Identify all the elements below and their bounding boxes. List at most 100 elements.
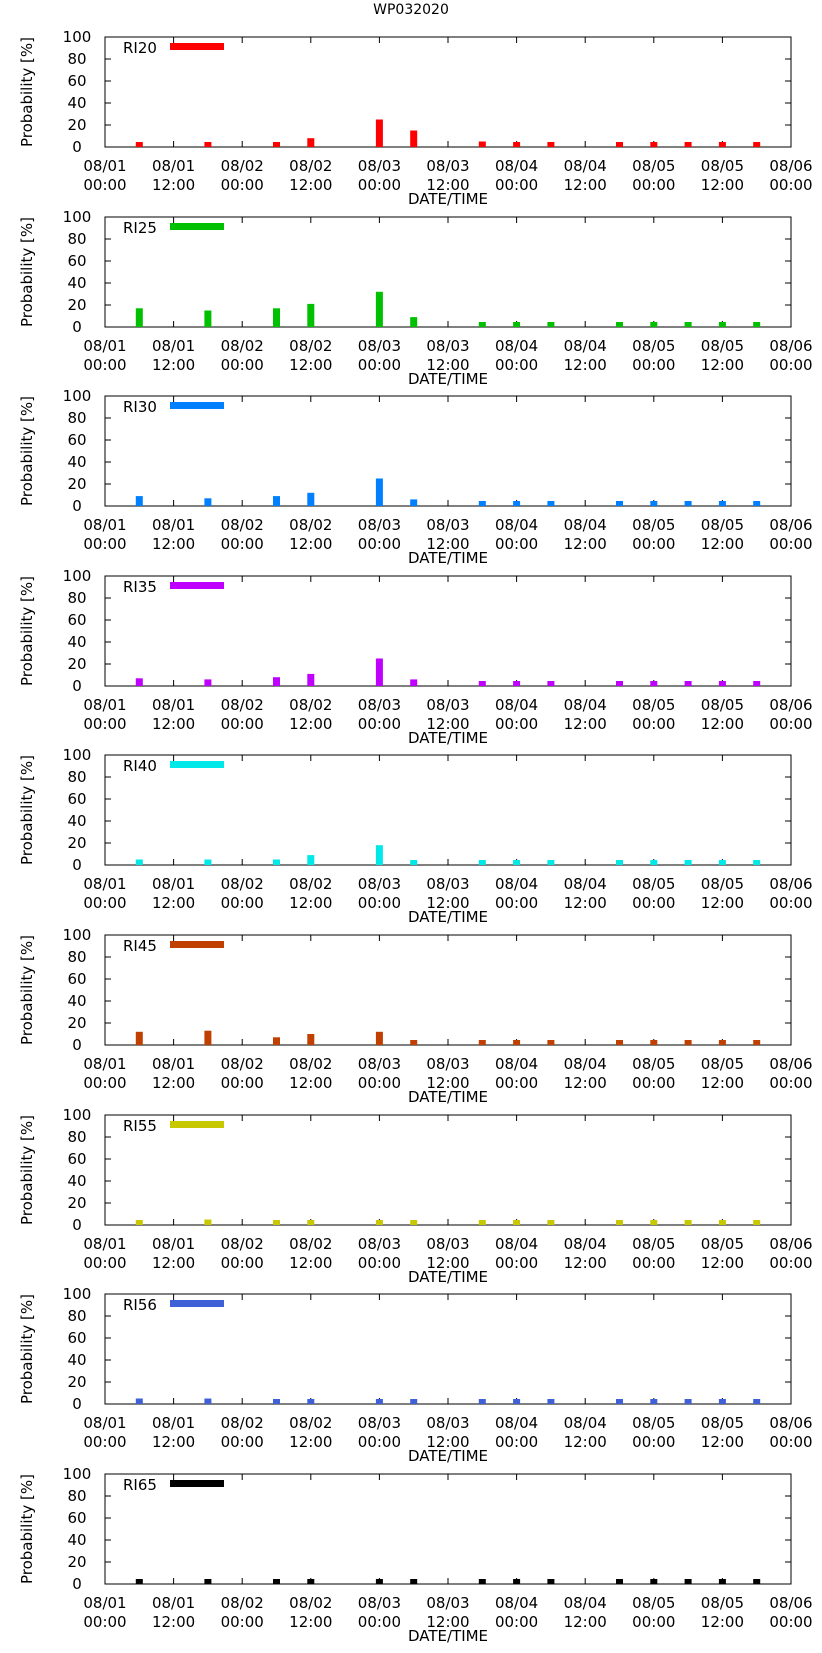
x-tick-label-date: 08/03 [358, 157, 401, 175]
y-tick-label: 80 [67, 768, 86, 786]
x-tick-label-date: 08/04 [564, 875, 607, 893]
x-tick-label-time: 12:00 [564, 1254, 607, 1272]
bar [650, 322, 658, 327]
bar [375, 1031, 383, 1045]
bar [718, 501, 726, 506]
x-tick-label-date: 08/06 [769, 157, 812, 175]
x-tick-label-time: 12:00 [152, 715, 195, 733]
x-tick-label-date: 08/04 [564, 1594, 607, 1612]
bar [410, 130, 418, 147]
x-tick-label-time: 00:00 [83, 1433, 126, 1451]
plot-frame [104, 36, 792, 148]
y-tick-label: 20 [67, 116, 86, 134]
x-tick-label-time: 12:00 [152, 1613, 195, 1631]
x-tick-label-time: 00:00 [495, 176, 538, 194]
y-axis-label: Probability [%] [18, 1474, 36, 1584]
bar [684, 681, 692, 686]
x-tick-label-date: 08/05 [632, 875, 675, 893]
x-tick-label-date: 08/01 [152, 1235, 195, 1253]
chart-panel: 02040608010008/0100:0008/0112:0008/0200:… [18, 28, 813, 208]
y-tick-label: 0 [72, 497, 82, 515]
bar [307, 1034, 315, 1045]
x-tick-label-time: 00:00 [632, 1254, 675, 1272]
y-tick-label: 40 [67, 94, 86, 112]
bar [307, 492, 315, 506]
y-tick-label: 40 [67, 812, 86, 830]
x-tick-label-time: 12:00 [701, 1074, 744, 1092]
bar [478, 860, 486, 865]
x-tick-label-time: 00:00 [769, 1254, 812, 1272]
y-tick-label: 40 [67, 633, 86, 651]
x-tick-label-time: 12:00 [426, 356, 469, 374]
y-tick-label: 100 [63, 208, 92, 226]
y-tick-label: 40 [67, 453, 86, 471]
bar [616, 1040, 623, 1045]
y-tick-label: 0 [72, 1575, 82, 1593]
x-tick-label-time: 12:00 [564, 894, 607, 912]
bar [718, 681, 726, 686]
x-tick-label-date: 08/04 [495, 875, 538, 893]
y-tick-label: 20 [67, 834, 86, 852]
x-tick-label-date: 08/02 [221, 157, 264, 175]
x-tick-label-date: 08/06 [769, 516, 812, 534]
bar [204, 310, 212, 327]
x-tick-label-time: 00:00 [632, 535, 675, 553]
x-tick-label-time: 12:00 [152, 1074, 195, 1092]
bar [684, 860, 692, 865]
x-tick-label-date: 08/03 [426, 1235, 469, 1253]
x-tick-label-date: 08/05 [701, 1594, 744, 1612]
y-tick-label: 20 [67, 1014, 86, 1032]
x-tick-label-date: 08/04 [495, 157, 538, 175]
bar [135, 142, 143, 147]
bar [375, 1579, 383, 1584]
x-tick-label-date: 08/02 [221, 1594, 264, 1612]
bar [650, 1040, 658, 1045]
bar [204, 142, 212, 147]
x-tick-label-date: 08/02 [221, 1414, 264, 1432]
bar [375, 1399, 383, 1404]
y-axis-label: Probability [%] [18, 1294, 36, 1404]
x-tick-label-date: 08/04 [564, 157, 607, 175]
bar [753, 1579, 761, 1584]
y-tick-label: 80 [67, 50, 86, 68]
x-tick-label-time: 00:00 [495, 1074, 538, 1092]
legend-swatch [170, 223, 224, 230]
y-tick-label: 20 [67, 1194, 86, 1212]
x-tick-label-time: 00:00 [221, 1433, 264, 1451]
bar [204, 1579, 212, 1584]
y-tick-label: 40 [67, 1172, 86, 1190]
x-tick-label-date: 08/03 [358, 696, 401, 714]
y-axis-label: Probability [%] [18, 37, 36, 147]
bar [204, 1219, 212, 1225]
x-tick-label-date: 08/05 [701, 1235, 744, 1253]
x-tick-label-time: 12:00 [289, 894, 332, 912]
bar [616, 1399, 623, 1404]
x-tick-label-time: 12:00 [701, 1254, 744, 1272]
bar [547, 1579, 555, 1584]
y-tick-label: 100 [63, 1106, 92, 1124]
bar [478, 141, 486, 147]
x-tick-label-time: 12:00 [152, 356, 195, 374]
y-tick-label: 80 [67, 1128, 86, 1146]
x-tick-label-date: 08/04 [495, 1055, 538, 1073]
bar [410, 1399, 418, 1404]
x-tick-label-date: 08/04 [564, 696, 607, 714]
y-axis-label: Probability [%] [18, 755, 36, 865]
y-tick-label: 20 [67, 475, 86, 493]
x-tick-label-date: 08/03 [358, 1235, 401, 1253]
x-tick-label-date: 08/03 [426, 337, 469, 355]
x-tick-label-time: 12:00 [701, 715, 744, 733]
bar [513, 501, 521, 506]
bar [650, 1220, 658, 1225]
y-axis-label: Probability [%] [18, 396, 36, 506]
y-tick-label: 40 [67, 1351, 86, 1369]
bar [513, 322, 521, 327]
legend-swatch [170, 1480, 224, 1487]
y-tick-label: 60 [67, 431, 86, 449]
bar [135, 1220, 143, 1225]
x-axis-label: DATE/TIME [408, 370, 488, 388]
x-tick-label-time: 00:00 [495, 1613, 538, 1631]
bar [410, 1040, 418, 1045]
x-tick-label-date: 08/06 [769, 696, 812, 714]
y-tick-label: 0 [72, 677, 82, 695]
